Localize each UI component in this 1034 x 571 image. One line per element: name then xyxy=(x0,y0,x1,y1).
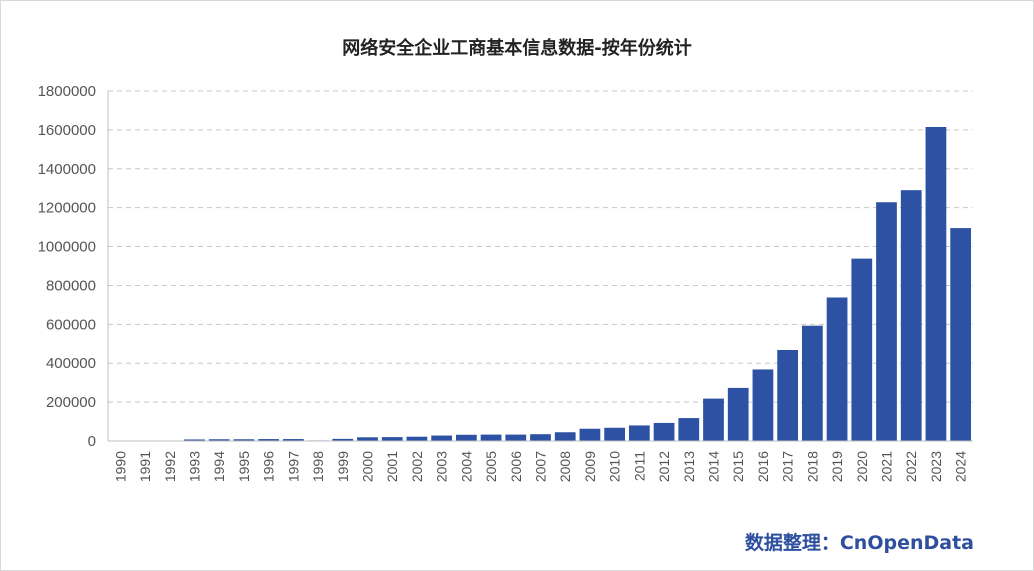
y-tick-label: 200000 xyxy=(46,394,96,411)
x-tick-label: 2003 xyxy=(434,451,450,482)
bar-2014 xyxy=(703,398,724,441)
x-tick-label: 2004 xyxy=(458,451,474,482)
bar-2012 xyxy=(653,422,675,441)
y-axis-ticks: 0 200000 400000 600000 800000 1000000 1200000 1… xyxy=(38,83,96,450)
x-tick-label: 2010 xyxy=(607,451,623,482)
x-tick-label: 1997 xyxy=(285,451,301,482)
bar-2018 xyxy=(801,325,823,441)
x-tick-label: 1996 xyxy=(261,451,277,482)
bar-2006 xyxy=(505,434,527,441)
x-tick-label: 1999 xyxy=(335,451,351,482)
bar-2008 xyxy=(554,432,576,441)
bar-2001 xyxy=(381,437,403,441)
bar-2015 xyxy=(727,387,749,441)
x-tick-label: 2000 xyxy=(360,451,376,482)
y-tick-label: 600000 xyxy=(46,316,96,333)
bar-2004 xyxy=(455,434,477,441)
bar-2017 xyxy=(777,350,799,441)
bar-2024 xyxy=(950,228,972,441)
x-tick-label: 2023 xyxy=(928,451,944,482)
x-tick-label: 2024 xyxy=(953,451,969,482)
x-tick-label: 2015 xyxy=(730,451,746,482)
bar-1997 xyxy=(282,439,304,441)
bar-2021 xyxy=(876,202,897,441)
x-tick-label: 1995 xyxy=(236,451,252,482)
x-tick-label: 2020 xyxy=(854,451,870,482)
bars xyxy=(134,126,972,441)
y-tick-label: 800000 xyxy=(46,277,96,294)
bar-2013 xyxy=(678,418,700,441)
x-tick-label: 2019 xyxy=(829,451,845,482)
bar-2003 xyxy=(431,435,453,441)
bar-1993 xyxy=(184,439,205,441)
x-tick-label: 2017 xyxy=(780,451,796,482)
x-tick-label: 2011 xyxy=(631,451,647,481)
bar-2002 xyxy=(406,436,428,441)
data-credit: 数据整理：CnOpenData xyxy=(744,532,974,554)
bar-2000 xyxy=(357,437,378,441)
bar-2020 xyxy=(851,258,873,441)
x-tick-label: 1991 xyxy=(137,451,153,482)
x-tick-label: 2016 xyxy=(755,451,771,482)
y-tick-label: 1800000 xyxy=(38,83,96,100)
x-tick-label: 2006 xyxy=(508,451,524,482)
x-tick-label: 2008 xyxy=(557,451,573,482)
x-tick-label: 1993 xyxy=(187,451,203,482)
x-tick-label: 2018 xyxy=(804,451,820,482)
x-tick-label: 2014 xyxy=(706,451,722,482)
x-tick-label: 1994 xyxy=(211,451,227,482)
x-tick-label: 2002 xyxy=(409,451,425,482)
bar-2022 xyxy=(900,190,922,441)
x-tick-label: 2007 xyxy=(533,451,549,482)
x-tick-label: 1998 xyxy=(310,451,326,482)
y-tick-label: 400000 xyxy=(46,355,96,372)
bar-2007 xyxy=(530,434,551,441)
axes xyxy=(107,91,973,442)
x-tick-label: 2012 xyxy=(656,451,672,482)
y-tick-label: 1000000 xyxy=(38,239,96,256)
bar-2011 xyxy=(628,425,650,441)
x-tick-label: 1990 xyxy=(112,451,128,482)
bar-1994 xyxy=(208,439,230,441)
y-tick-label: 0 xyxy=(88,433,96,450)
y-tick-label: 1400000 xyxy=(38,161,96,178)
bar-2019 xyxy=(826,297,848,441)
x-tick-label: 2021 xyxy=(879,451,895,482)
x-tick-label: 2022 xyxy=(903,451,919,482)
y-tick-label: 1200000 xyxy=(38,200,96,217)
chart-title: 网络安全企业工商基本信息数据-按年份统计 xyxy=(342,38,692,59)
x-axis-ticks: 1990 1991 1992 1993 1994 1995 1996 1997 1998 1999… xyxy=(112,451,968,482)
x-tick-label: 2005 xyxy=(483,451,499,482)
x-tick-label: 2013 xyxy=(681,451,697,482)
bar-1995 xyxy=(233,439,255,441)
grid-lines xyxy=(108,90,973,403)
x-tick-label: 1992 xyxy=(162,451,178,482)
bar-1999 xyxy=(332,438,354,441)
bar-2009 xyxy=(579,428,601,441)
bar-1996 xyxy=(258,439,280,441)
bar-2023 xyxy=(925,126,947,441)
y-tick-label: 1600000 xyxy=(38,122,96,139)
bar-2005 xyxy=(480,434,502,441)
x-tick-label: 2009 xyxy=(582,451,598,482)
bar-2010 xyxy=(604,427,626,441)
bar-2016 xyxy=(752,369,774,441)
x-tick-label: 2001 xyxy=(384,451,400,482)
